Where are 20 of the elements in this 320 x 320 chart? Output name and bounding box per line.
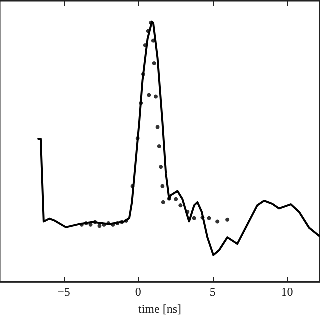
point (226, 218, 230, 222)
point (207, 216, 212, 220)
point (192, 216, 196, 220)
point (159, 165, 164, 170)
point (216, 220, 220, 224)
point (178, 204, 183, 208)
x-tick-label: 5 (210, 285, 216, 300)
point (147, 93, 152, 98)
point (98, 224, 102, 228)
point (160, 184, 165, 188)
point (156, 125, 160, 130)
point (152, 61, 156, 66)
point (174, 197, 178, 202)
x-tick-label: 10 (281, 285, 294, 300)
x-axis-title: time [ns] (138, 302, 182, 316)
x-tick-label: 0 (135, 285, 142, 300)
point (157, 144, 162, 148)
point (154, 94, 158, 99)
point (161, 200, 166, 204)
x-tick-label: −5 (58, 285, 70, 300)
